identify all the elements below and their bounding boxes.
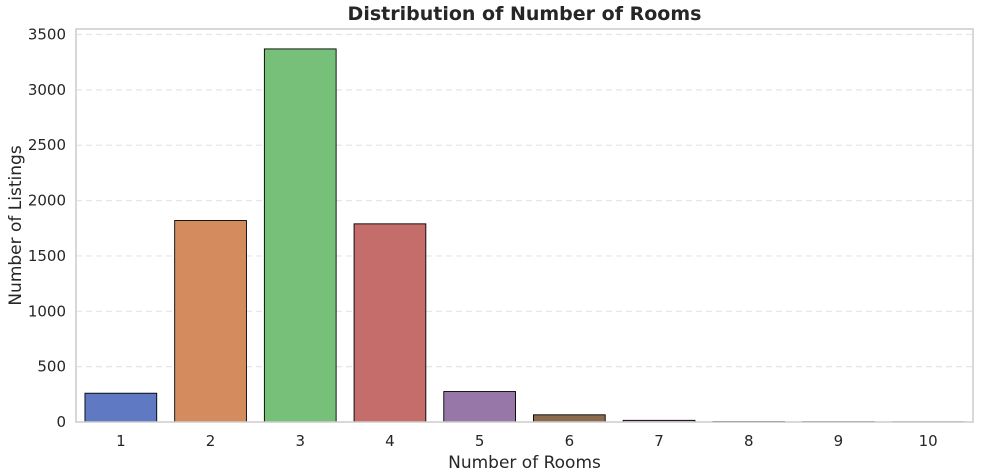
y-tick-label: 0 bbox=[56, 413, 66, 431]
bar-rooms-6 bbox=[533, 414, 606, 423]
y-axis-label: Number of Listings bbox=[6, 145, 26, 305]
bar-rooms-5 bbox=[443, 391, 516, 423]
x-axis-label: Number of Rooms bbox=[448, 453, 601, 471]
y-tick-label: 3000 bbox=[28, 81, 66, 99]
x-tick-label: 9 bbox=[834, 432, 844, 450]
y-ticks: 0 500 1000 1500 2000 2500 3000 3500 bbox=[28, 26, 66, 431]
y-tick-label: 1000 bbox=[28, 302, 66, 320]
chart-title: Distribution of Number of Rooms bbox=[348, 3, 702, 25]
x-tick-label: 4 bbox=[385, 432, 395, 450]
x-tick-label: 3 bbox=[295, 432, 305, 450]
y-tick-label: 2500 bbox=[28, 136, 66, 154]
plot-frame bbox=[75, 28, 974, 423]
bar-rooms-2 bbox=[174, 220, 247, 423]
bar-rooms-3 bbox=[263, 48, 337, 423]
x-tick-label: 2 bbox=[206, 432, 216, 450]
bar-rooms-1 bbox=[84, 392, 158, 423]
y-tick-label: 3500 bbox=[28, 26, 66, 44]
bar-rooms-4 bbox=[353, 223, 427, 423]
x-tick-label: 1 bbox=[116, 432, 126, 450]
y-tick-label: 2000 bbox=[28, 192, 66, 210]
x-tick-label: 5 bbox=[475, 432, 485, 450]
x-tick-label: 10 bbox=[919, 432, 938, 450]
x-tick-label: 6 bbox=[565, 432, 575, 450]
x-tick-label: 8 bbox=[744, 432, 754, 450]
y-tick-label: 1500 bbox=[28, 247, 66, 265]
x-ticks: 1 2 3 4 5 6 7 8 9 10 bbox=[116, 432, 938, 450]
bars bbox=[84, 48, 965, 423]
y-tick-label: 500 bbox=[37, 358, 66, 376]
x-tick-label: 7 bbox=[654, 432, 664, 450]
